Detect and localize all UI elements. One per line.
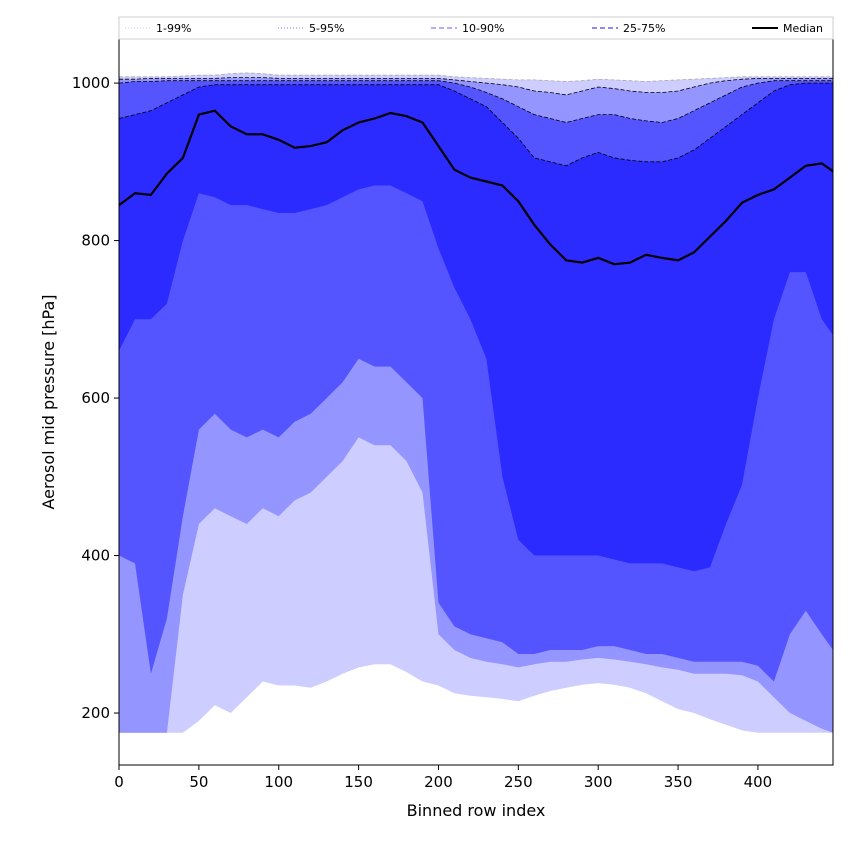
y-axis-label: Aerosol mid pressure [hPa] [39,294,58,509]
band-upper-edge-10-90- [118,80,833,123]
x-tick-label: 400 [744,773,773,791]
x-tick-label: 100 [264,773,293,791]
y-tick-label: 200 [81,704,110,722]
x-tick-label: 250 [504,773,533,791]
bands-layer [119,72,833,733]
y-tick-label: 800 [81,232,110,250]
x-tick-label: 0 [114,773,124,791]
band-upper-edge-5-95- [119,77,833,96]
legend: 1-99% 5-95% 10-90% 25-75% Median [118,16,834,40]
x-axis: 0 50 100 150 200 250 300 350 400 [114,765,772,791]
x-tick-label: 150 [344,773,373,791]
legend-label: 5-95% [309,22,344,35]
y-axis: 200 400 600 800 1000 [72,74,119,722]
legend-label: 10-90% [462,22,504,35]
median-line [118,109,834,266]
legend-label: Median [783,22,823,35]
x-tick-label: 200 [424,773,453,791]
y-tick-label: 1000 [72,74,110,92]
band-25-75- [119,83,833,572]
y-tick-label: 400 [81,547,110,565]
x-tick-label: 350 [664,773,693,791]
legend-label: 25-75% [623,22,665,35]
x-tick-label: 300 [584,773,613,791]
x-axis-label: Binned row index [407,801,546,820]
x-tick-label: 50 [189,773,208,791]
band-upper-edge-25-75- [118,82,833,167]
legend-frame [118,16,834,40]
legend-label: 1-99% [156,22,191,35]
lines-layer [118,72,834,266]
y-tick-label: 600 [81,389,110,407]
